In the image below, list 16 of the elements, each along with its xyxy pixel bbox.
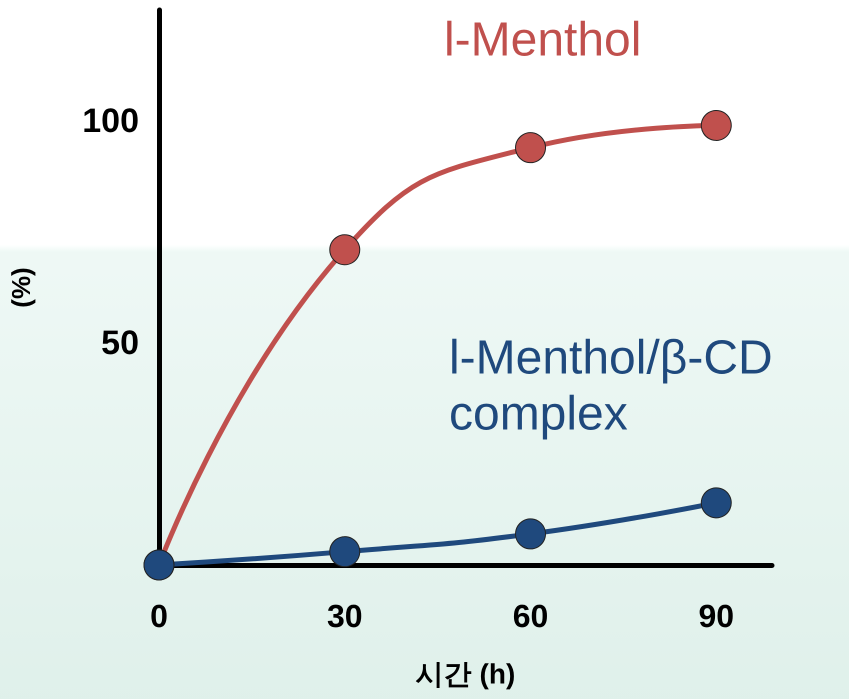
point: [329, 536, 360, 568]
point: [700, 110, 732, 141]
series-label: l-Menthol: [444, 14, 642, 66]
x-tick-label: 90: [698, 598, 734, 634]
point: [329, 234, 360, 266]
y-axis-title: (%): [6, 267, 36, 308]
point: [515, 132, 546, 164]
point: [700, 487, 732, 518]
point: [515, 518, 546, 550]
x-tick-label: 30: [326, 598, 363, 634]
x-tick-label: 60: [512, 598, 548, 634]
series-label: l-Menthol/β-CD complex: [449, 332, 786, 440]
x-tick-label: 0: [150, 598, 168, 634]
x-axis-title: 시간 (h): [416, 658, 516, 690]
y-tick-label: 50: [101, 324, 139, 362]
y-tick-label: 100: [82, 102, 139, 140]
